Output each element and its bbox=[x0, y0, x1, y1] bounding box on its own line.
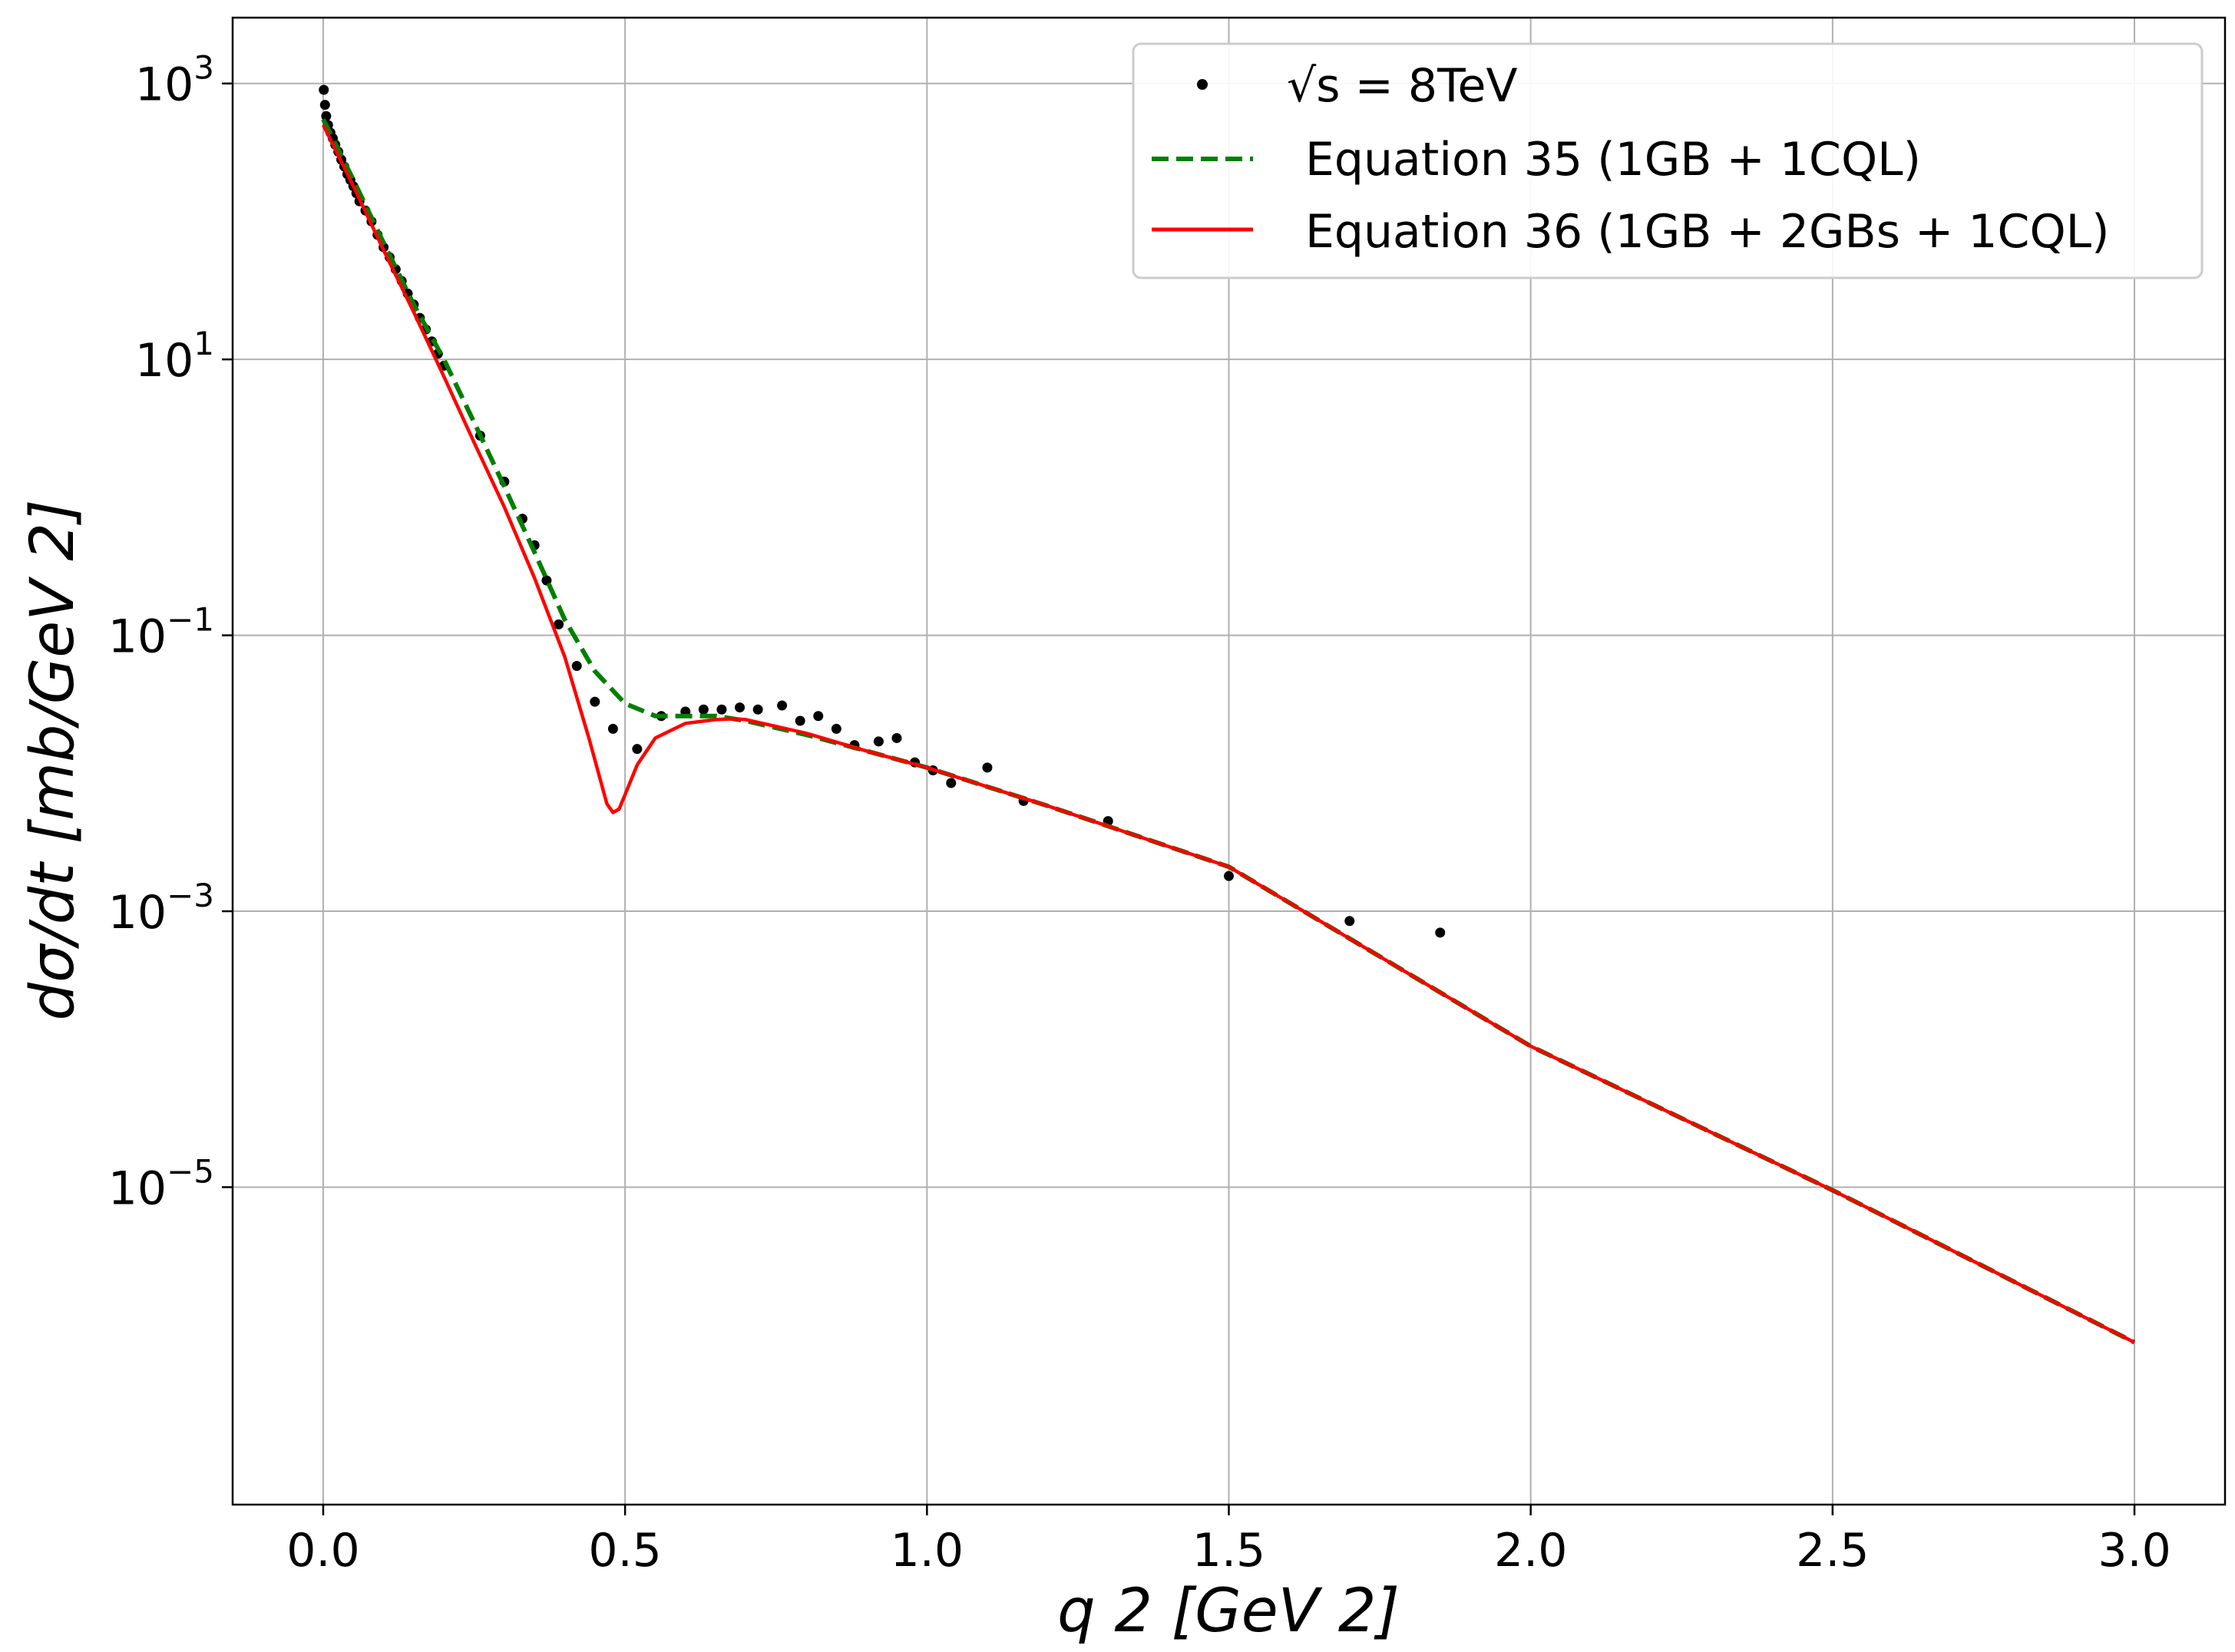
data-point bbox=[795, 715, 805, 726]
data-point bbox=[698, 704, 709, 715]
x-tick-label: 1.0 bbox=[891, 1524, 964, 1578]
data-point bbox=[777, 700, 788, 711]
x-axis: 0.0 0.5 1.0 1.5 2.0 2.5 3.0 bbox=[286, 1505, 2171, 1578]
y-tick-label: 10−1 bbox=[108, 601, 214, 664]
x-tick-label: 0.0 bbox=[286, 1524, 359, 1578]
y-tick-label: 10−5 bbox=[108, 1152, 214, 1215]
data-point bbox=[873, 736, 884, 747]
data-point bbox=[590, 696, 600, 707]
data-point bbox=[554, 619, 564, 629]
legend-label-eq36: Equation 36 (1GB + 2GBs + 1CQL) bbox=[1305, 205, 2110, 259]
data-point bbox=[571, 660, 582, 671]
x-axis-label: q 2 [GeV 2] bbox=[1057, 1577, 1400, 1646]
data-point bbox=[982, 762, 993, 773]
data-point bbox=[321, 111, 332, 121]
data-point bbox=[813, 711, 824, 722]
data-point bbox=[946, 778, 957, 788]
series-line-eq36 bbox=[321, 124, 2136, 1344]
legend-box bbox=[1132, 42, 2204, 279]
data-point bbox=[541, 575, 552, 586]
x-tick-label: 2.5 bbox=[1796, 1524, 1869, 1578]
data-point bbox=[607, 723, 618, 734]
data-point bbox=[891, 732, 902, 743]
y-axis: 103 101 10−1 10−3 10−5 bbox=[108, 49, 233, 1215]
y-axis-label: dσ/dt [mb/GeV 2] bbox=[18, 500, 88, 1021]
legend-label-eq35: Equation 35 (1GB + 1CQL) bbox=[1305, 133, 1921, 187]
plot-area bbox=[319, 84, 2136, 1345]
x-tick-label: 1.5 bbox=[1192, 1524, 1265, 1578]
data-point bbox=[735, 702, 746, 713]
data-point bbox=[716, 704, 727, 715]
data-point bbox=[752, 704, 763, 715]
data-point bbox=[1344, 916, 1355, 927]
legend: √s = 8TeV Equation 35 (1GB + 1CQL) Equat… bbox=[1132, 42, 2204, 279]
data-point bbox=[1435, 927, 1446, 938]
y-tick-label: 101 bbox=[135, 325, 214, 388]
legend-marker-data bbox=[1197, 79, 1208, 90]
x-tick-label: 2.0 bbox=[1494, 1524, 1567, 1578]
data-point bbox=[1224, 871, 1234, 881]
y-tick-label: 10−3 bbox=[108, 877, 214, 940]
grid bbox=[233, 18, 2225, 1505]
data-point bbox=[831, 723, 841, 734]
data-point bbox=[632, 744, 643, 755]
data-point bbox=[319, 84, 329, 95]
data-point bbox=[319, 100, 330, 111]
legend-label-data: √s = 8TeV bbox=[1287, 59, 1518, 113]
x-tick-label: 3.0 bbox=[2098, 1524, 2171, 1578]
x-tick-label: 0.5 bbox=[588, 1524, 661, 1578]
y-tick-label: 103 bbox=[135, 49, 214, 112]
